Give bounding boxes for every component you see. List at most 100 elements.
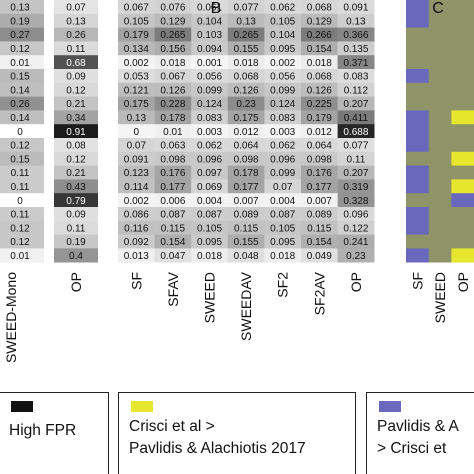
value-label-b-r13-c1: 0.177 xyxy=(160,182,185,193)
cell-b-r7-c0 xyxy=(118,96,155,111)
cell-b-r15-c5 xyxy=(301,207,338,222)
cell-c-r9-c1 xyxy=(428,124,452,139)
legend-box-crisci: Crisci et al > Pavlidis & Alachiotis 201… xyxy=(118,392,356,474)
value-label-a-r6-c0: 0.14 xyxy=(10,85,30,96)
cell-b-r14-c0 xyxy=(118,193,155,208)
legend-box-pavlidis: Pavlidis & A > Crisci et xyxy=(366,392,474,474)
cell-b-r17-c3 xyxy=(227,234,265,249)
value-label-b-r5-c4: 0.056 xyxy=(270,72,295,83)
cell-c-r6-c0 xyxy=(406,82,429,97)
value-label-b-r12-c3: 0.178 xyxy=(234,168,259,179)
cell-b-r8-c6 xyxy=(337,110,375,125)
value-label-b-r0-c6: 0.091 xyxy=(343,3,368,14)
cell-b-r12-c6 xyxy=(337,165,375,180)
value-label-b-r7-c6: 0.207 xyxy=(343,99,368,110)
cell-c-r5-c1 xyxy=(428,69,452,84)
cell-a-r3-c0 xyxy=(0,41,44,56)
cell-c-r0-c0 xyxy=(406,0,429,15)
column-label-b-sfav: SFAV xyxy=(165,271,181,306)
cell-b-r13-c0 xyxy=(118,179,155,194)
cell-c-r3-c0 xyxy=(406,41,429,56)
cell-b-r6-c5 xyxy=(301,82,338,97)
value-label-b-r12-c1: 0.176 xyxy=(160,168,185,179)
cell-b-r13-c4 xyxy=(264,179,302,194)
cell-b-r11-c5 xyxy=(301,151,338,166)
value-label-b-r6-c3: 0.126 xyxy=(234,85,259,96)
value-label-a-r7-c1: 0.21 xyxy=(66,99,86,110)
value-label-b-r4-c1: 0.018 xyxy=(160,58,185,69)
cell-a-r6-c1 xyxy=(54,82,98,97)
cell-b-r8-c1 xyxy=(154,110,192,125)
value-label-b-r14-c4: 0.004 xyxy=(270,196,295,207)
cell-c-r4-c1 xyxy=(428,55,452,70)
cell-b-r5-c3 xyxy=(227,69,265,84)
value-label-b-r0-c2: 0.061 xyxy=(197,3,222,14)
cell-b-r17-c0 xyxy=(118,234,155,249)
value-label-b-r18-c4: 0.018 xyxy=(270,251,295,262)
cell-b-r2-c4 xyxy=(264,27,302,42)
cell-c-r3-c2 xyxy=(451,41,474,56)
cell-b-r0-c1 xyxy=(154,0,192,15)
value-label-b-r18-c5: 0.049 xyxy=(307,251,332,262)
value-label-a-r11-c1: 0.12 xyxy=(66,154,86,165)
cell-c-r10-c0 xyxy=(406,138,429,153)
value-label-b-r6-c6: 0.112 xyxy=(344,85,369,96)
cell-b-r1-c2 xyxy=(191,13,229,28)
cell-b-r2-c5 xyxy=(301,27,338,42)
cell-a-r16-c0 xyxy=(0,220,44,235)
column-label-b-sf2av: SF2AV xyxy=(311,271,327,315)
cell-b-r8-c0 xyxy=(118,110,155,125)
cell-a-r0-c0 xyxy=(0,0,44,15)
cell-a-r8-c1 xyxy=(54,110,98,125)
cell-c-r17-c0 xyxy=(406,234,429,249)
cell-b-r3-c4 xyxy=(264,41,302,56)
value-label-a-r13-c1: 0.43 xyxy=(66,182,86,193)
cell-c-r12-c1 xyxy=(428,165,452,180)
cell-b-r14-c2 xyxy=(191,193,229,208)
cell-c-r5-c2 xyxy=(451,69,474,84)
cell-b-r5-c0 xyxy=(118,69,155,84)
value-label-b-r4-c0: 0.002 xyxy=(124,58,149,69)
value-label-b-r9-c1: 0.01 xyxy=(163,127,183,138)
value-label-a-r7-c0: 0.26 xyxy=(10,99,30,110)
cell-b-r17-c4 xyxy=(264,234,302,249)
value-label-b-r15-c0: 0.086 xyxy=(124,210,149,221)
value-label-b-r8-c1: 0.178 xyxy=(160,113,185,124)
value-label-a-r11-c0: 0.15 xyxy=(10,154,30,165)
value-label-b-r8-c4: 0.083 xyxy=(270,113,295,124)
value-label-b-r10-c3: 0.064 xyxy=(234,141,259,152)
cell-c-r2-c0 xyxy=(406,27,429,42)
value-label-b-r16-c4: 0.105 xyxy=(270,223,295,234)
value-label-b-r16-c3: 0.115 xyxy=(234,223,259,234)
column-label-b-sweed: SWEED xyxy=(202,272,218,323)
value-label-b-r13-c6: 0.319 xyxy=(343,182,368,193)
cell-b-r11-c4 xyxy=(264,151,302,166)
cell-a-r15-c0 xyxy=(0,207,44,222)
value-label-b-r8-c5: 0.179 xyxy=(307,113,332,124)
value-label-b-r2-c5: 0.266 xyxy=(307,30,332,41)
value-label-b-r14-c1: 0.006 xyxy=(160,196,185,207)
cell-a-r10-c1 xyxy=(54,138,98,153)
value-label-a-r4-c0: 0.01 xyxy=(10,58,30,69)
value-label-b-r3-c4: 0.095 xyxy=(270,44,295,55)
cell-b-r9-c3 xyxy=(227,124,265,139)
value-label-b-r4-c2: 0.001 xyxy=(197,58,222,69)
cell-b-r0-c4 xyxy=(264,0,302,15)
cell-b-r3-c0 xyxy=(118,41,155,56)
cell-b-r17-c5 xyxy=(301,234,338,249)
value-label-b-r15-c5: 0.089 xyxy=(307,210,332,221)
cell-c-r18-c2 xyxy=(451,248,474,263)
legend-swatch-high-fpr xyxy=(11,401,33,412)
value-label-b-r1-c5: 0.129 xyxy=(307,16,332,27)
cell-c-r12-c2 xyxy=(451,165,474,180)
cell-b-r6-c3 xyxy=(227,82,265,97)
value-label-b-r11-c6: 0.11 xyxy=(347,154,366,165)
value-label-b-r12-c4: 0.099 xyxy=(270,168,295,179)
value-label-b-r13-c3: 0.177 xyxy=(234,182,259,193)
cell-b-r7-c2 xyxy=(191,96,229,111)
cell-b-r4-c5 xyxy=(301,55,338,70)
cell-b-r13-c3 xyxy=(227,179,265,194)
value-label-a-r16-c0: 0.12 xyxy=(10,223,30,234)
value-label-b-r1-c6: 0.13 xyxy=(346,16,366,27)
value-label-b-r13-c0: 0.114 xyxy=(124,182,149,193)
